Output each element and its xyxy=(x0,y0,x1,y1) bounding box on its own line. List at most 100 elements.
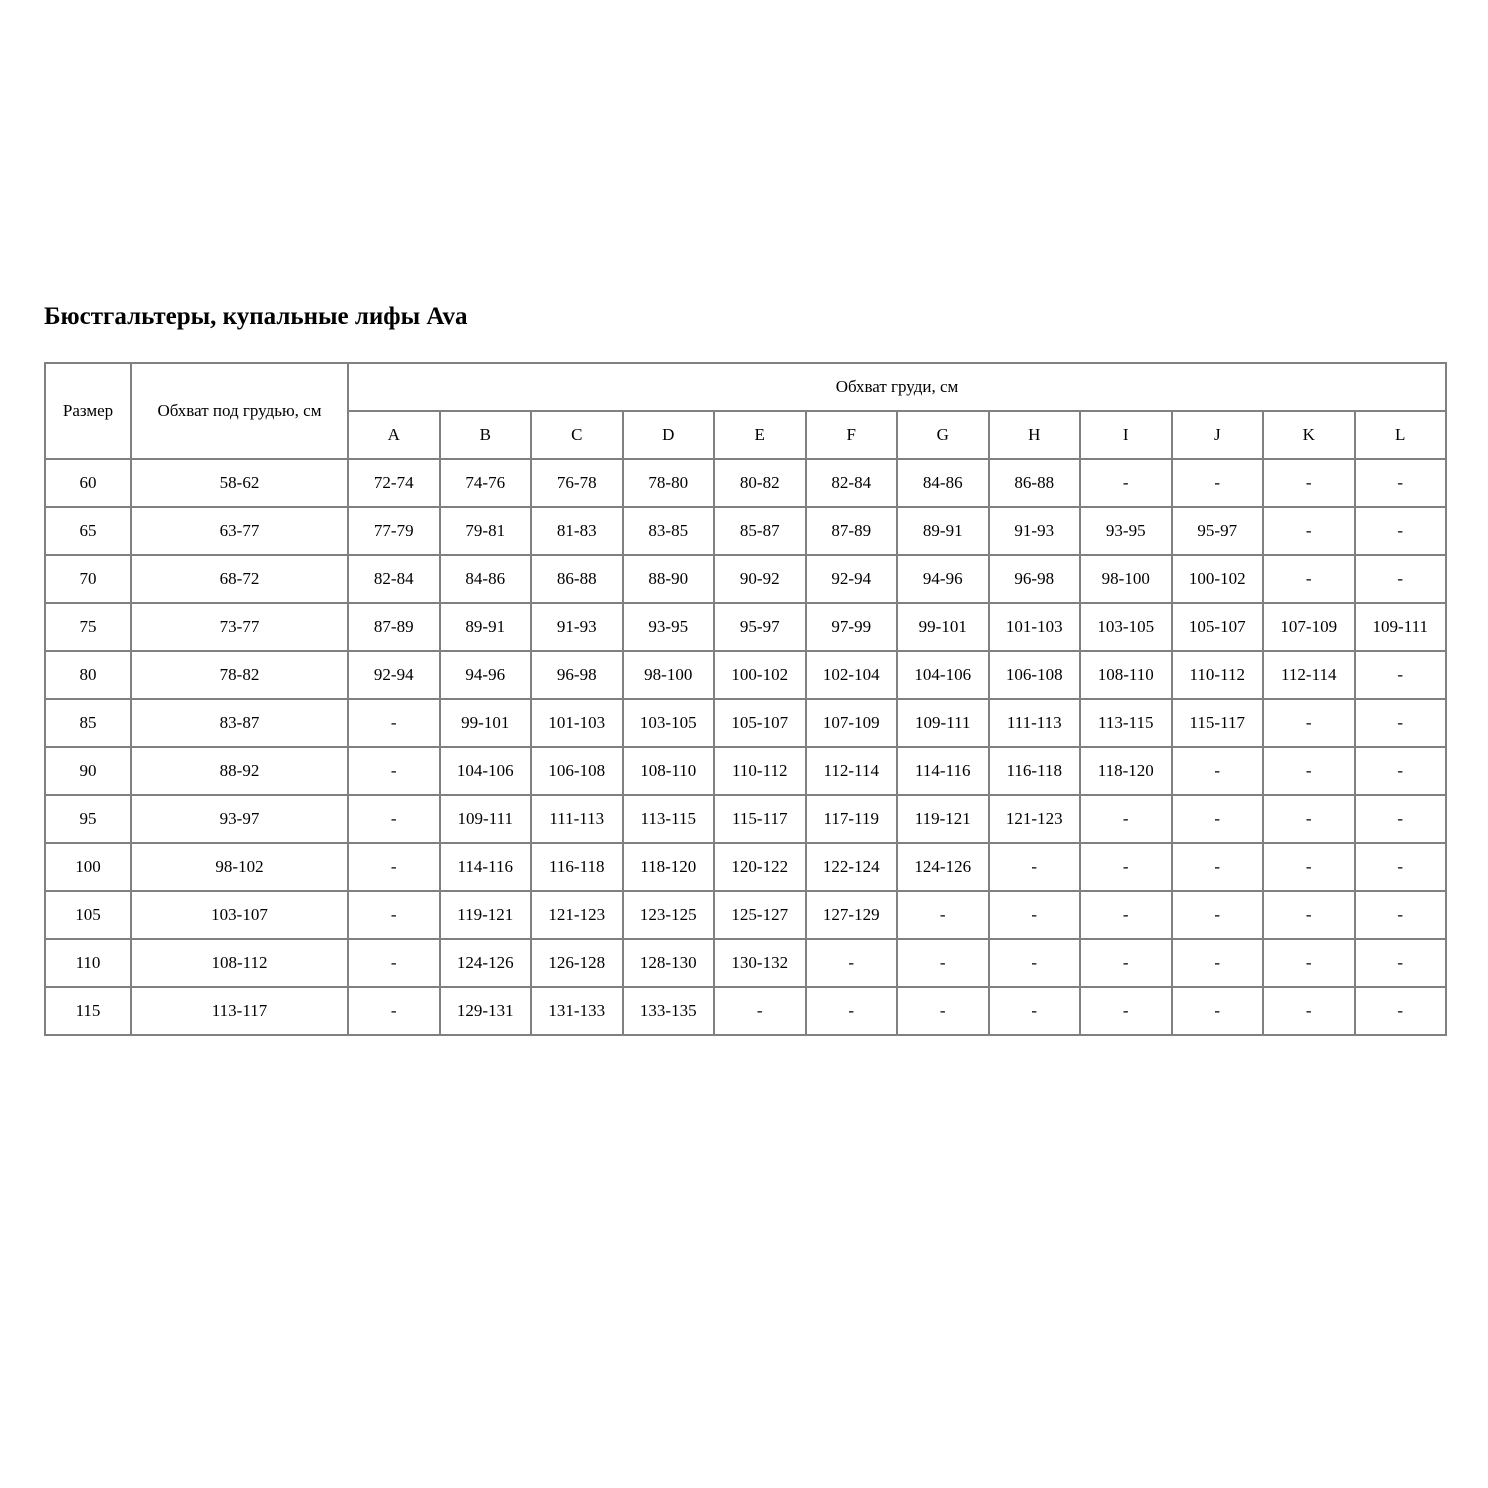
bust-range-cell: - xyxy=(1353,889,1447,940)
size-cell: 65 xyxy=(44,505,132,556)
table-row: 75 73-77 87-89 89-91 91-93 93-95 95-97 97-99 99-… xyxy=(44,601,1447,652)
bust-range-cell: 123-125 xyxy=(621,889,715,940)
bust-range-cell: 86-88 xyxy=(987,457,1081,508)
size-cell: 100 xyxy=(44,841,132,892)
bust-range-cell: - xyxy=(1353,841,1447,892)
page-title: Бюстгальтеры, купальные лифы Ava xyxy=(44,303,468,330)
bust-range-cell: 124-126 xyxy=(438,937,532,988)
bust-range-cell: - xyxy=(1079,937,1173,988)
bust-range-cell: 90-92 xyxy=(713,553,807,604)
bust-range-cell: 91-93 xyxy=(530,601,624,652)
bust-range-cell: - xyxy=(1353,553,1447,604)
bust-range-cell: - xyxy=(1353,937,1447,988)
bust-range-cell: - xyxy=(347,889,441,940)
bust-range-cell: 106-108 xyxy=(530,745,624,796)
bust-range-cell: 101-103 xyxy=(530,697,624,748)
bust-range-cell: - xyxy=(896,985,990,1036)
bust-range-cell: 116-118 xyxy=(530,841,624,892)
bust-range-cell: - xyxy=(1170,937,1264,988)
bust-range-cell: 97-99 xyxy=(804,601,898,652)
bust-range-cell: - xyxy=(1262,937,1356,988)
underbust-cell: 58-62 xyxy=(130,457,349,508)
size-cell: 95 xyxy=(44,793,132,844)
cup-header-cell: K xyxy=(1262,409,1356,460)
bust-range-cell: - xyxy=(1353,505,1447,556)
bust-range-cell: - xyxy=(1262,889,1356,940)
cup-header-cell: L xyxy=(1353,409,1447,460)
cup-header-cell: C xyxy=(530,409,624,460)
size-cell: 70 xyxy=(44,553,132,604)
bust-range-cell: 129-131 xyxy=(438,985,532,1036)
bust-range-cell: 98-100 xyxy=(621,649,715,700)
size-cell: 60 xyxy=(44,457,132,508)
bust-range-cell: 86-88 xyxy=(530,553,624,604)
table-row: 85 83-87-99-101 101-103 103-105 105-107 107-1… xyxy=(44,697,1447,748)
bust-range-cell: 91-93 xyxy=(987,505,1081,556)
bust-range-cell: - xyxy=(347,745,441,796)
bust-range-cell: 116-118 xyxy=(987,745,1081,796)
bust-range-cell: - xyxy=(347,937,441,988)
bust-range-cell: 105-107 xyxy=(713,697,807,748)
table-row: 110 108-112-124-126 126-128 128-130 130-132-… xyxy=(44,937,1447,988)
underbust-cell: 83-87 xyxy=(130,697,349,748)
table-row: 90 88-92-104-106 106-108 108-110 110-112 112-… xyxy=(44,745,1447,796)
bust-range-cell: 115-117 xyxy=(1170,697,1264,748)
underbust-cell: 63-77 xyxy=(130,505,349,556)
bust-range-cell: 96-98 xyxy=(530,649,624,700)
bust-range-cell: 124-126 xyxy=(896,841,990,892)
bust-range-cell: 128-130 xyxy=(621,937,715,988)
bust-range-cell: 111-113 xyxy=(530,793,624,844)
bust-range-cell: - xyxy=(347,985,441,1036)
bust-range-cell: - xyxy=(1353,745,1447,796)
bust-range-cell: 121-123 xyxy=(987,793,1081,844)
underbust-cell: 73-77 xyxy=(130,601,349,652)
bust-range-cell: 109-111 xyxy=(896,697,990,748)
bust-range-cell: 99-101 xyxy=(438,697,532,748)
bust-range-cell: 112-114 xyxy=(804,745,898,796)
header-bust: Обхват груди, см xyxy=(347,361,1447,412)
bust-range-cell: 98-100 xyxy=(1079,553,1173,604)
underbust-cell: 103-107 xyxy=(130,889,349,940)
bust-range-cell: 114-116 xyxy=(896,745,990,796)
bust-range-cell: 115-117 xyxy=(713,793,807,844)
bust-range-cell: - xyxy=(1170,745,1264,796)
bust-range-cell: 101-103 xyxy=(987,601,1081,652)
bust-range-cell: - xyxy=(987,937,1081,988)
bust-range-cell: - xyxy=(1353,457,1447,508)
bust-range-cell: 93-95 xyxy=(621,601,715,652)
bust-range-cell: 104-106 xyxy=(438,745,532,796)
bust-range-cell: 104-106 xyxy=(896,649,990,700)
bust-range-cell: - xyxy=(1353,793,1447,844)
bust-range-cell: 83-85 xyxy=(621,505,715,556)
bust-range-cell: 110-112 xyxy=(713,745,807,796)
bust-range-cell: 84-86 xyxy=(438,553,532,604)
cup-header-cell: H xyxy=(987,409,1081,460)
size-cell: 115 xyxy=(44,985,132,1036)
bust-range-cell: 74-76 xyxy=(438,457,532,508)
header-row-top: Размер Обхват под грудью, см Обхват груд… xyxy=(44,361,1447,460)
bust-range-cell: - xyxy=(896,937,990,988)
bust-range-cell: 125-127 xyxy=(713,889,807,940)
cup-header-cell: B xyxy=(438,409,532,460)
bust-range-cell: 118-120 xyxy=(621,841,715,892)
bust-range-cell: 110-112 xyxy=(1170,649,1264,700)
bust-range-cell: 78-80 xyxy=(621,457,715,508)
cup-header-cell: E xyxy=(713,409,807,460)
table-header: Размер Обхват под грудью, см Обхват груд… xyxy=(44,361,1447,460)
bust-range-cell: - xyxy=(804,937,898,988)
cup-header-cell: I xyxy=(1079,409,1173,460)
bust-range-cell: 108-110 xyxy=(1079,649,1173,700)
bust-range-cell: 103-105 xyxy=(621,697,715,748)
bust-range-cell: 89-91 xyxy=(896,505,990,556)
bust-range-cell: 107-109 xyxy=(804,697,898,748)
table-row: 115 113-117-129-131 131-133 133-135- - - - - - - - xyxy=(44,985,1447,1036)
bust-range-cell: - xyxy=(347,793,441,844)
table-row: 70 68-72 82-84 84-86 86-88 88-90 90-92 92-94 94-… xyxy=(44,553,1447,604)
bust-range-cell: 120-122 xyxy=(713,841,807,892)
header-size: Размер xyxy=(44,361,132,460)
bust-range-cell: 119-121 xyxy=(438,889,532,940)
size-cell: 110 xyxy=(44,937,132,988)
bust-range-cell: - xyxy=(347,697,441,748)
bust-range-cell: - xyxy=(1262,793,1356,844)
bust-range-cell: 79-81 xyxy=(438,505,532,556)
